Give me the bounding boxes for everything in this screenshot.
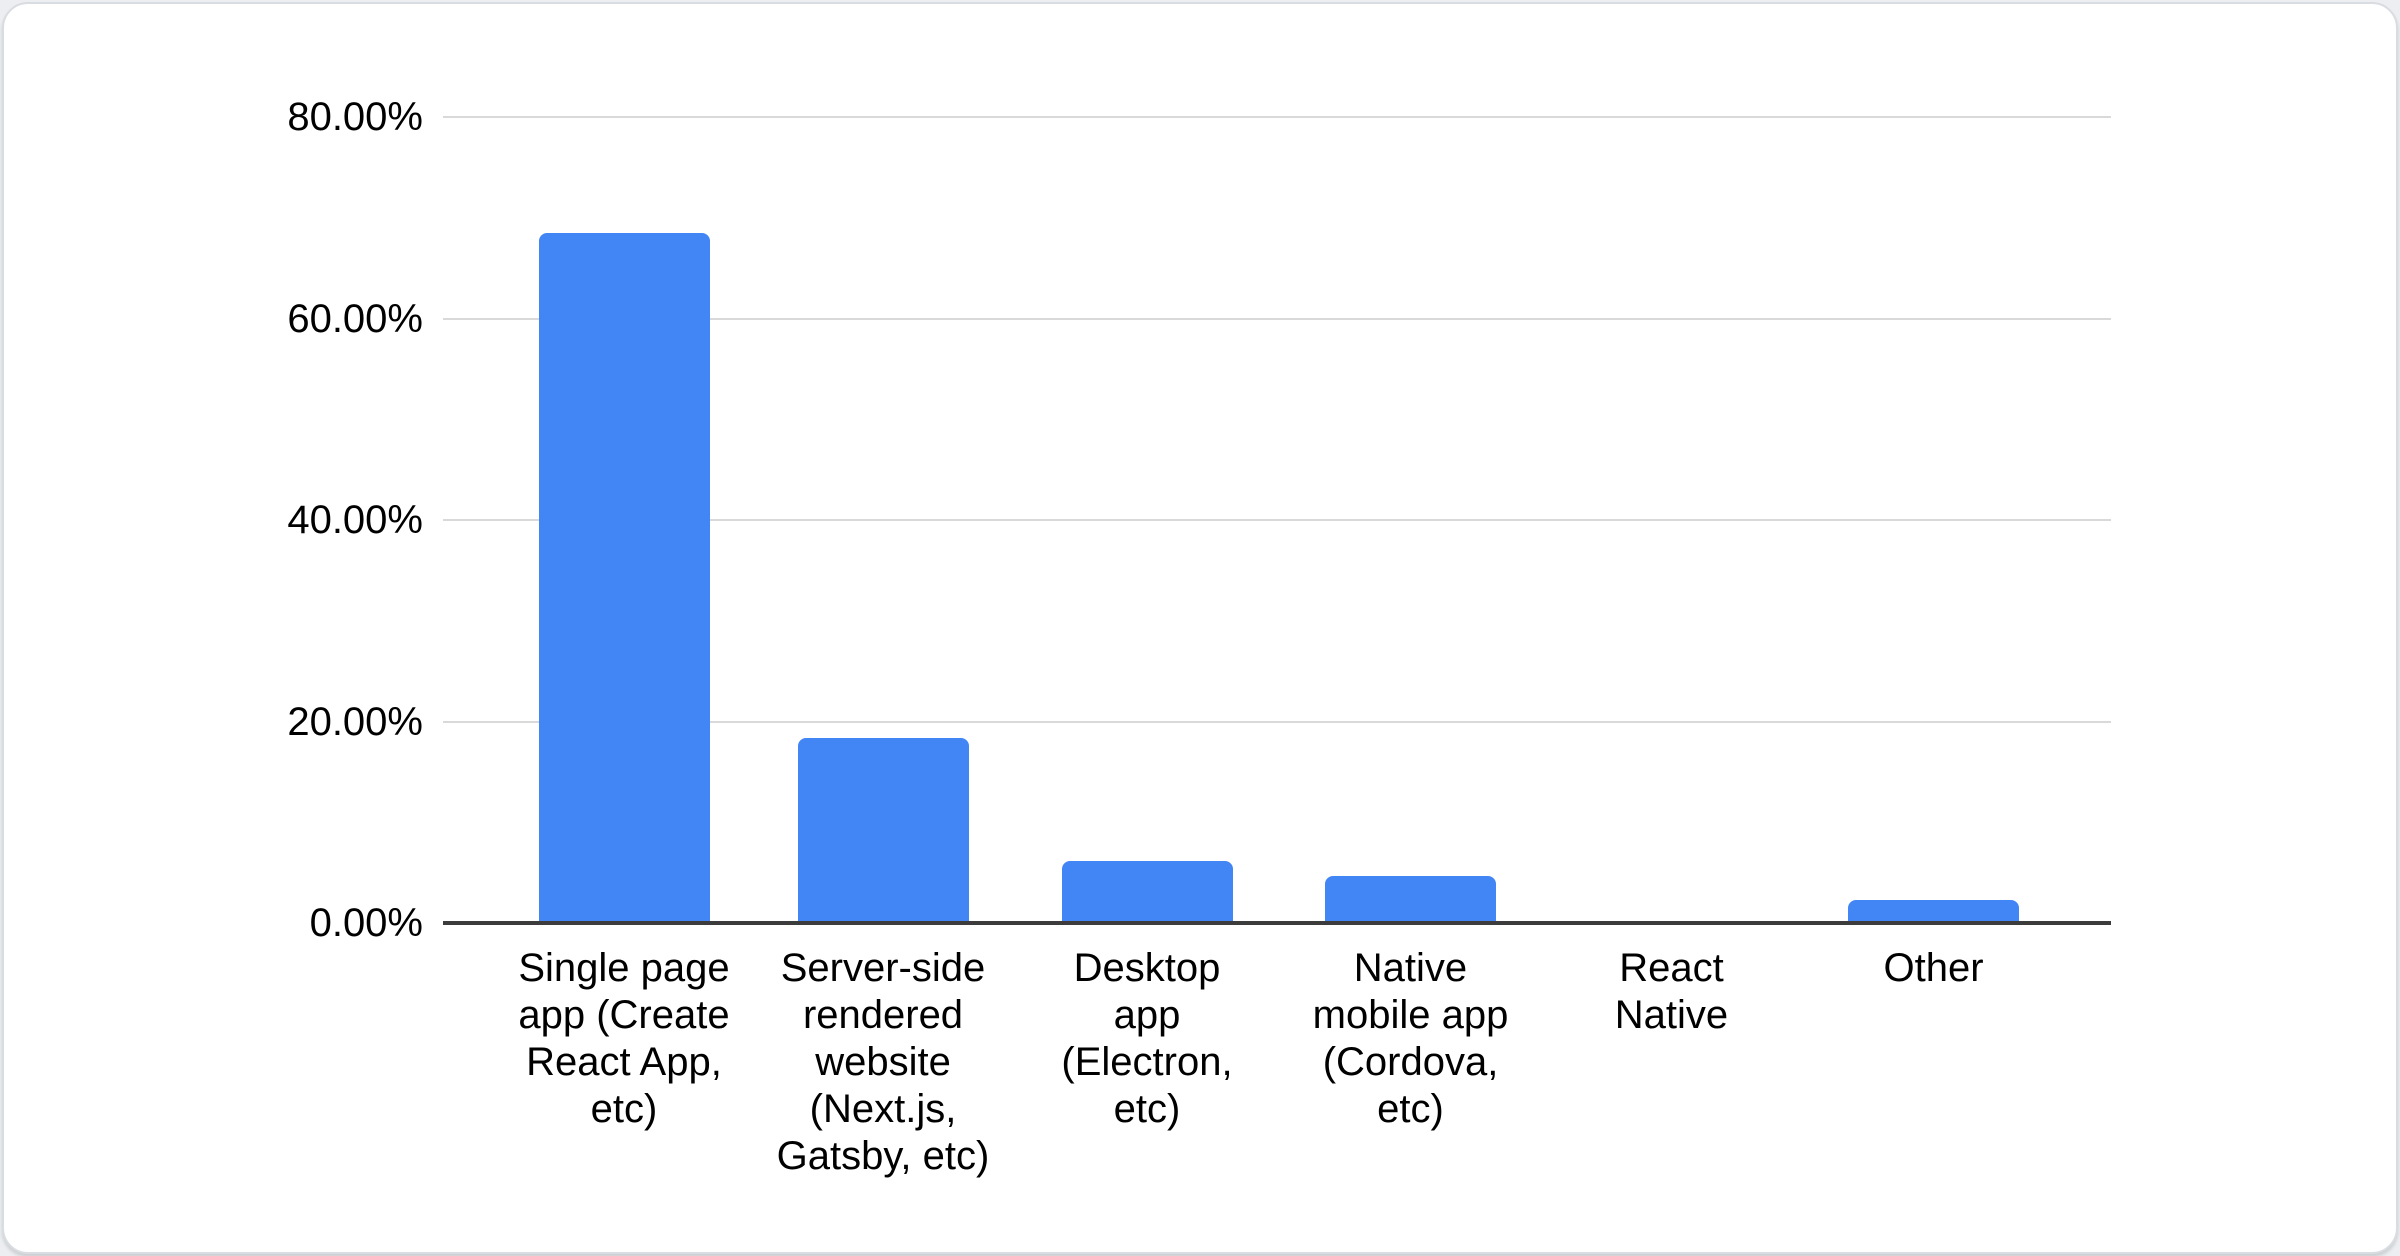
category-label-line: etc) [1113,1087,1181,1131]
category-label-line: (Electron, [1061,1040,1233,1084]
category-label-line: app [1113,993,1181,1037]
category-label-line: React App, [526,1040,722,1084]
category-label-2: Server-side rendered website (Next.js, Gatsb… [723,945,1043,1180]
gridline-40 [443,519,2111,521]
category-label-line: rendered [802,993,964,1037]
bar-4[interactable] [1325,876,1496,923]
category-label-1: Single page app (Create React App, etc) [464,945,784,1133]
category-label-line: etc) [590,1087,658,1131]
category-label-line: mobile app [1312,993,1509,1037]
x-axis-baseline [443,921,2111,925]
category-label-3: Desktop app (Electron, etc) [987,945,1307,1133]
y-axis-tick-label: 20.00% [287,699,423,744]
y-axis-tick-label: 0.00% [309,901,423,945]
category-label-line: Native [1353,946,1468,990]
category-label-6: Other [1774,945,2094,992]
bar-2[interactable] [797,738,969,923]
category-label-5: React Native [1512,945,1832,1039]
gridline-80 [443,116,2111,118]
category-label-line: app (Create [518,993,730,1037]
bar-1[interactable] [538,233,710,923]
y-axis-tick-label: 40.00% [287,498,423,542]
category-label-line: Other [1883,946,1984,990]
category-label-line: Server-side [780,946,986,990]
y-axis-tick-label: 80.00% [287,95,423,139]
category-label-line: Single page [518,946,730,990]
y-axis-tick-label: 60.00% [287,296,423,341]
category-label-line: website [815,1040,951,1084]
gridline-20 [443,720,2111,723]
category-label-line: React [1619,946,1724,990]
category-label-4: Native mobile app (Cordova, etc) [1251,945,1571,1133]
gridline-60 [443,317,2111,320]
plot-area [443,116,2111,925]
bar-6[interactable] [1848,900,2019,923]
category-label-line: (Next.js, [809,1087,957,1131]
category-label-line: Desktop [1073,946,1221,990]
category-label-line: Gatsby, etc) [776,1134,990,1178]
category-label-line: Native [1614,993,1729,1037]
category-label-line: (Cordova, [1322,1040,1499,1084]
bar-3[interactable] [1061,861,1233,923]
category-label-line: etc) [1377,1087,1444,1131]
